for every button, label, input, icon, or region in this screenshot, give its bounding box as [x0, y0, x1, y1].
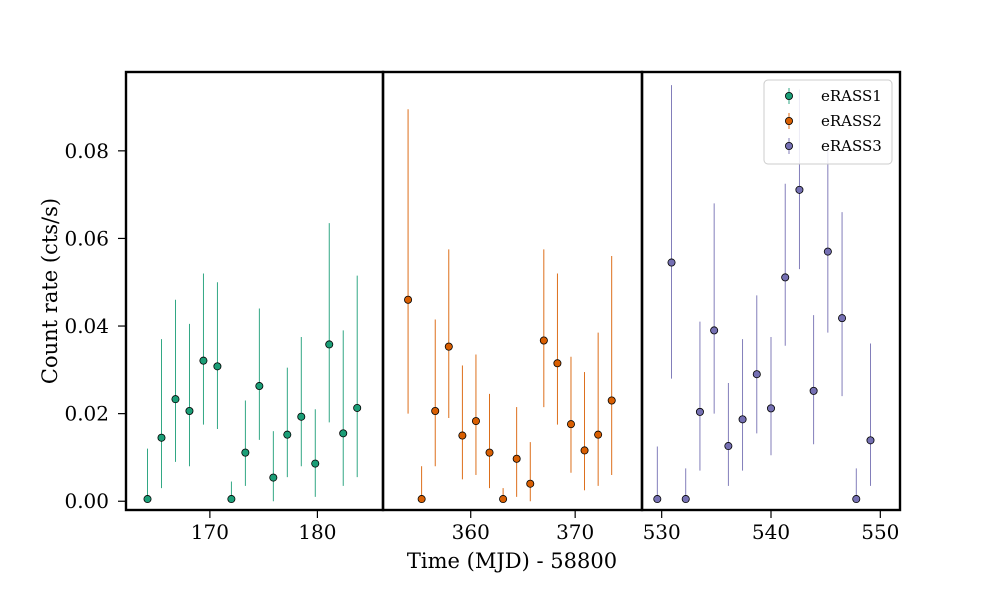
- data-point: [431, 407, 440, 416]
- y-tick-label: 0.04: [64, 314, 109, 338]
- panel-2: 360 370: [381, 70, 644, 544]
- data-point: [781, 273, 790, 282]
- data-point: [255, 382, 264, 391]
- legend-label: eRASS3: [821, 137, 882, 155]
- panel-3: 530 540 550: [640, 70, 902, 544]
- data-point: [667, 258, 676, 267]
- x-tick-label: 530: [643, 520, 681, 544]
- panel-frame: [124, 70, 385, 512]
- data-point: [512, 454, 521, 463]
- data-point: [724, 442, 733, 451]
- data-point: [185, 407, 194, 416]
- y-tick-label: 0.02: [64, 402, 109, 426]
- data-point: [499, 495, 508, 504]
- panel-frame: [381, 70, 644, 512]
- panel-frame: [640, 70, 902, 512]
- data-point: [838, 314, 847, 323]
- legend-label: eRASS1: [821, 87, 882, 105]
- data-point: [417, 495, 426, 504]
- data-point: [767, 404, 776, 413]
- y-axis: 0.00 0.02 0.04 0.06 0.08: [64, 139, 126, 513]
- data-point: [444, 342, 453, 351]
- data-point: [809, 386, 818, 395]
- data-point: [594, 430, 603, 439]
- data-point: [710, 326, 719, 335]
- data-point: [607, 396, 616, 405]
- data-point: [738, 415, 747, 424]
- data-point: [213, 362, 222, 371]
- series-eRASS3: [653, 85, 875, 504]
- y-axis-label: Count rate (cts/s): [38, 198, 62, 384]
- data-point: [339, 429, 348, 438]
- data-point: [143, 495, 152, 504]
- data-point: [269, 473, 278, 482]
- x-tick-label: 370: [556, 520, 594, 544]
- x-axis-label: Time (MJD) - 58800: [407, 549, 617, 573]
- data-point: [157, 433, 166, 442]
- x-tick-label: 180: [298, 520, 336, 544]
- data-point: [471, 417, 480, 426]
- data-point: [553, 359, 562, 368]
- series-eRASS1: [143, 223, 362, 504]
- x-tick-label: 360: [452, 520, 490, 544]
- data-point: [297, 412, 306, 421]
- data-point: [823, 247, 832, 256]
- data-point: [580, 446, 589, 455]
- data-point: [852, 495, 861, 504]
- x-tick-label: 540: [752, 520, 790, 544]
- x-tick-label: 170: [191, 520, 229, 544]
- data-point: [566, 420, 575, 429]
- legend-marker: [785, 141, 794, 150]
- data-point: [485, 448, 494, 457]
- legend-entry-eRASS2: eRASS2: [785, 112, 882, 130]
- data-point: [283, 430, 292, 439]
- y-tick-label: 0.00: [64, 489, 109, 513]
- data-point: [325, 340, 334, 349]
- data-point: [458, 431, 467, 440]
- legend-frame: [763, 79, 893, 165]
- data-point: [752, 370, 761, 379]
- data-point: [241, 448, 250, 457]
- data-point: [404, 295, 413, 304]
- legend-entry-eRASS1: eRASS1: [785, 87, 882, 105]
- data-point: [311, 459, 320, 468]
- x-tick-label: 550: [861, 520, 899, 544]
- data-point: [353, 403, 362, 412]
- data-point: [227, 495, 236, 504]
- legend-marker: [785, 92, 794, 101]
- series-eRASS2: [404, 109, 616, 504]
- data-point: [866, 436, 875, 445]
- panels-layer: 170 180 360 370 530 540 550: [124, 70, 902, 544]
- y-tick-label: 0.06: [64, 226, 109, 250]
- data-point: [199, 356, 208, 365]
- data-point: [171, 395, 180, 404]
- legend-marker: [785, 117, 794, 126]
- data-point: [653, 495, 662, 504]
- panel-1: 170 180: [124, 70, 385, 544]
- y-tick-label: 0.08: [64, 139, 109, 163]
- data-point: [695, 407, 704, 416]
- legend-entry-eRASS3: eRASS3: [785, 137, 882, 155]
- legend: eRASS1 eRASS2 eRASS3: [763, 79, 893, 165]
- legend-label: eRASS2: [821, 112, 882, 130]
- data-point: [539, 336, 548, 345]
- data-point: [681, 495, 690, 504]
- data-point: [526, 479, 535, 488]
- data-point: [795, 185, 804, 194]
